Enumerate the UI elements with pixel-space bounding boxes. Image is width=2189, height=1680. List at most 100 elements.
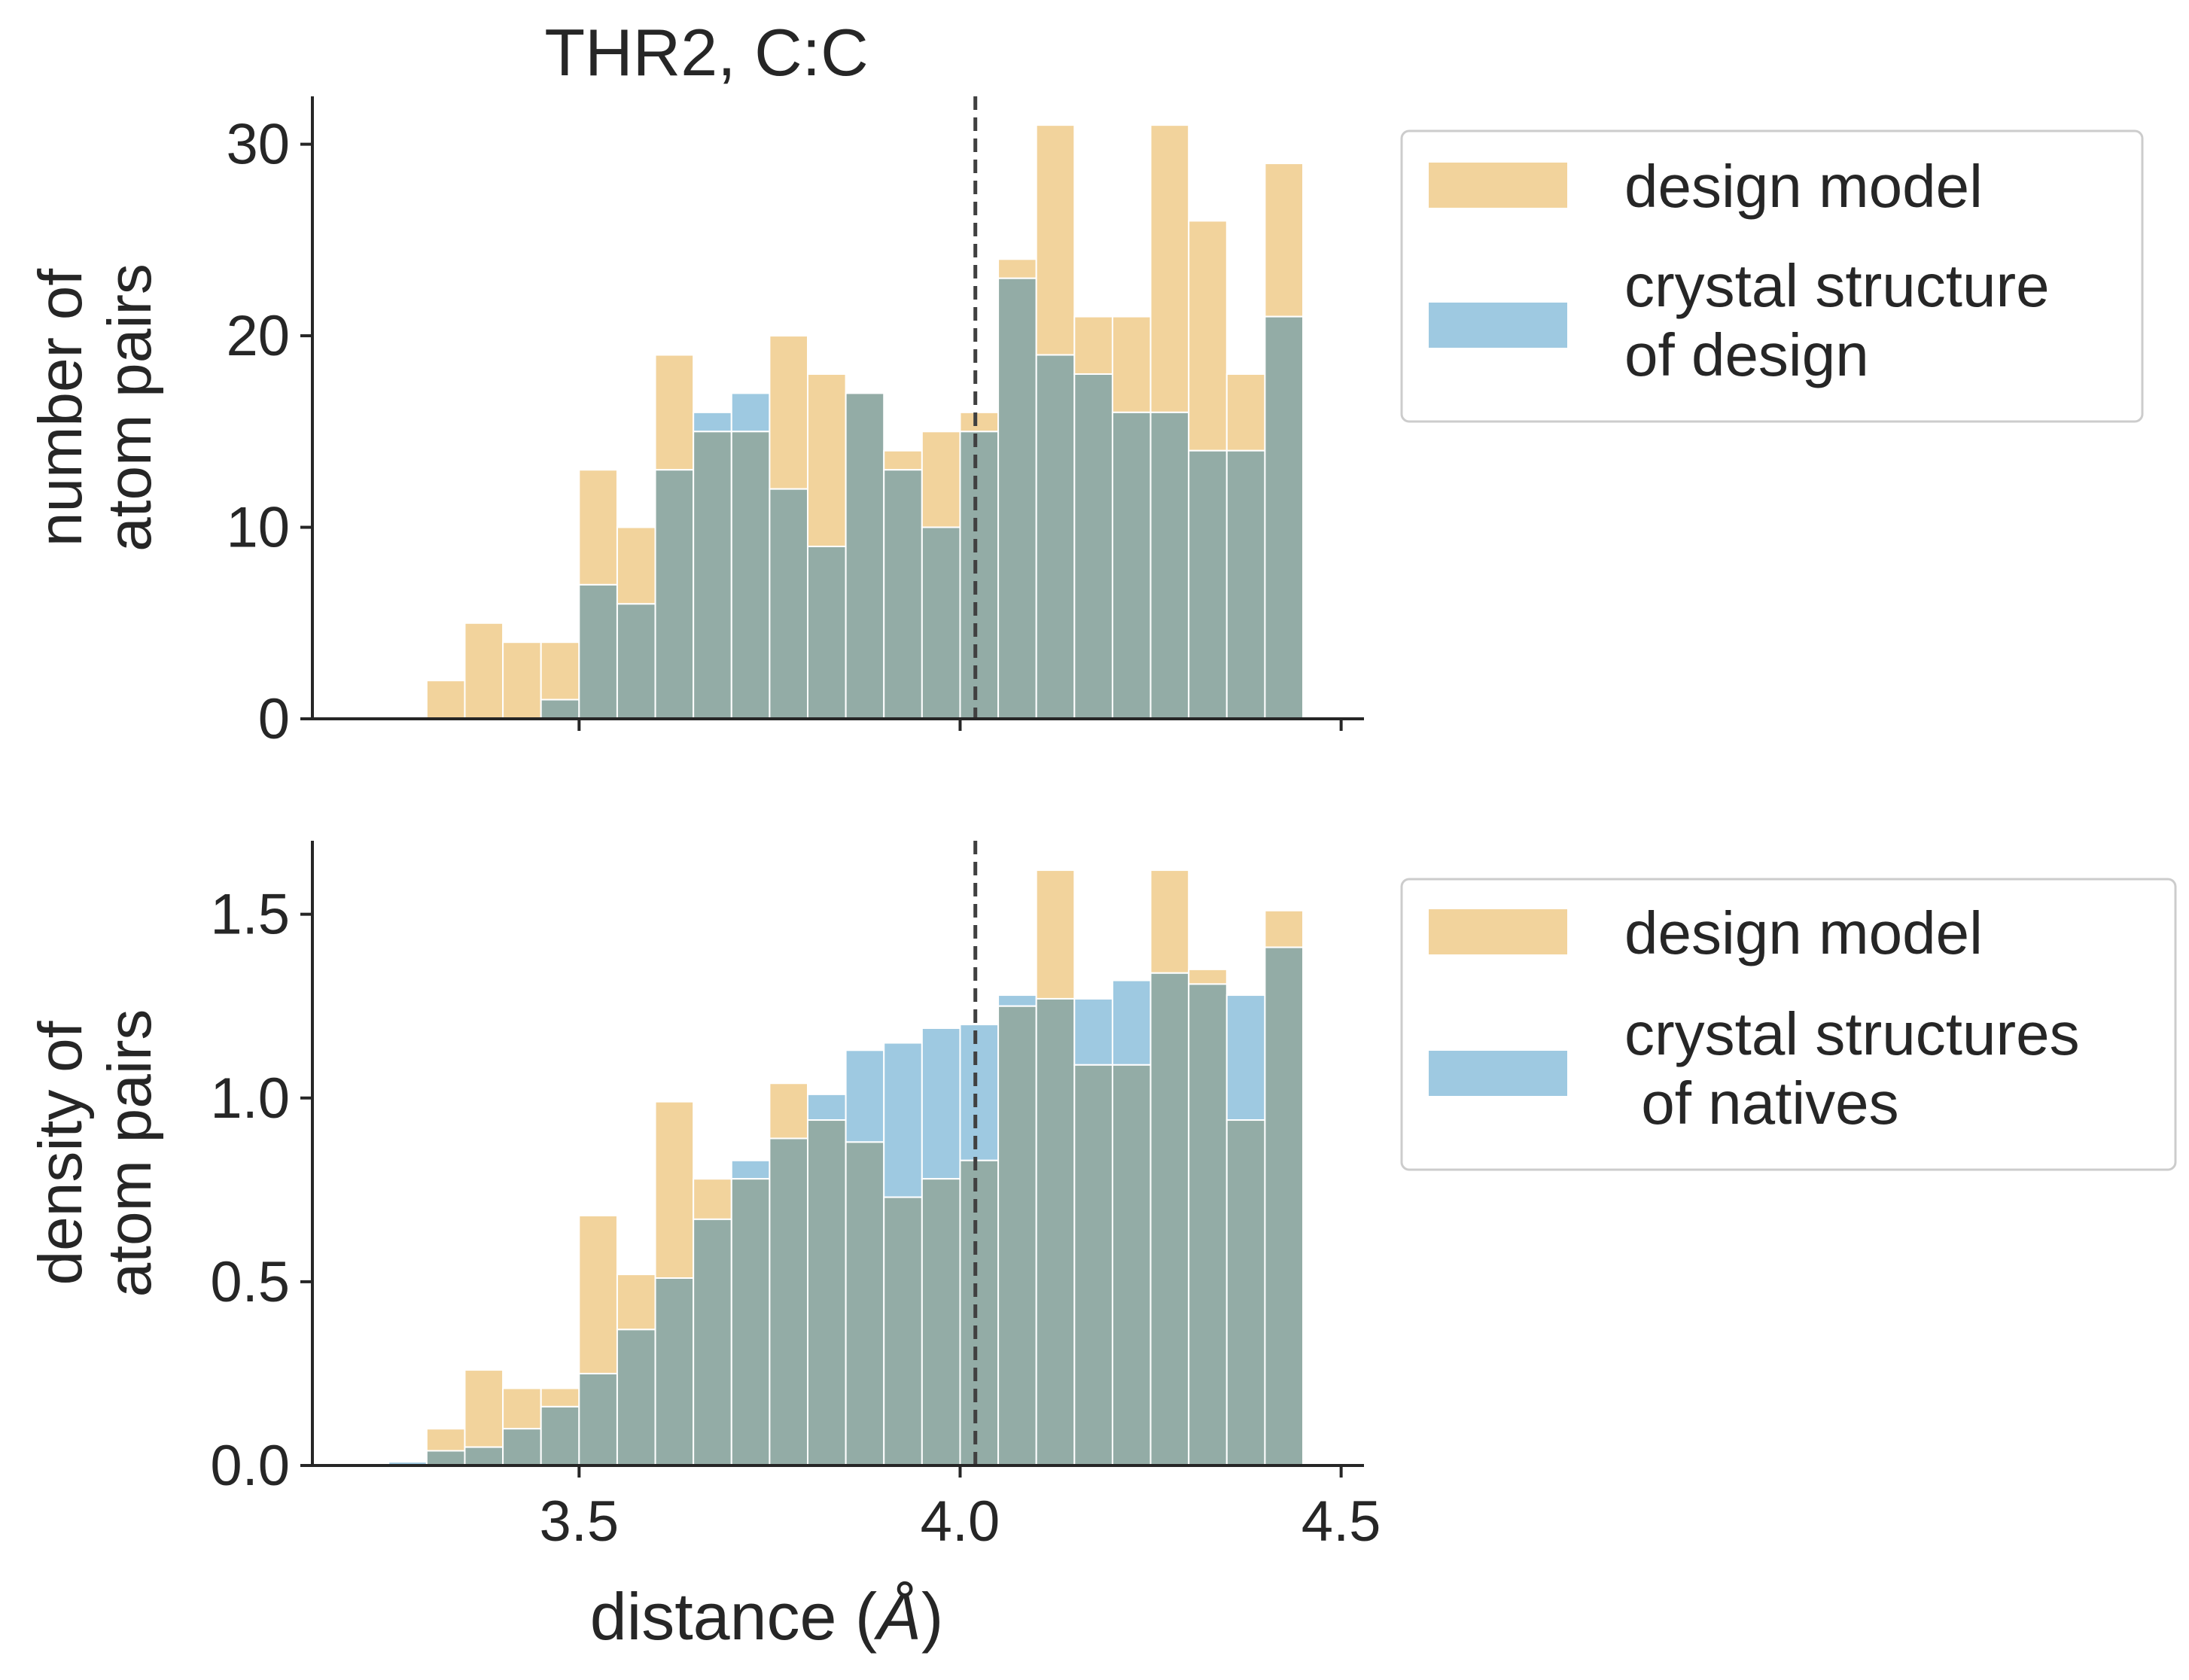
legend-swatch-design	[1429, 909, 1567, 954]
bar-overlap-23	[1225, 1119, 1266, 1466]
bar-overlap-22	[1188, 449, 1228, 720]
bar-crystal-16	[959, 1024, 1000, 1161]
bar-crystal-9	[693, 411, 732, 433]
bar-design-2	[425, 1428, 466, 1452]
x-axis-label-suffix: )	[921, 1579, 943, 1654]
bar-overlap-8	[654, 1277, 695, 1466]
legend-swatch-crystal	[1429, 303, 1567, 348]
bar-crystal-12	[807, 1093, 847, 1122]
bar-overlap-16	[959, 431, 1000, 720]
bar-overlap-13	[845, 392, 885, 720]
legend-box	[1400, 129, 2144, 423]
bar-overlap-9	[693, 1218, 732, 1466]
bar-overlap-17	[997, 1005, 1037, 1467]
panel-2: 0.0 0.5 1.0 1.5 3.5 4.0 4.5 density ofatom pair…	[26, 841, 2177, 1654]
x-tick-label-3: 4.5	[1302, 1490, 1381, 1554]
bar-design-20	[1111, 315, 1152, 413]
legend-box	[1400, 878, 2177, 1171]
bar-crystal-19	[1073, 997, 1113, 1066]
bar-design-18	[1035, 869, 1076, 1000]
legend-swatch-design	[1429, 163, 1567, 208]
y-tick-label-3: 1.0	[210, 1067, 290, 1131]
y-tick-label-4: 1.5	[210, 883, 290, 947]
bar-design-22	[1188, 968, 1228, 985]
bar-design-6	[578, 469, 618, 586]
bar-crystal-15	[921, 1027, 961, 1180]
y-axis-label-line-2: atom pairs	[96, 263, 164, 552]
bar-crystal-17	[997, 994, 1037, 1007]
bar-crystal-13	[845, 1049, 885, 1143]
bar-design-2	[425, 680, 466, 720]
bar-overlap-24	[1264, 946, 1305, 1466]
bar-overlap-3	[464, 1446, 504, 1467]
bar-overlap-7	[616, 1328, 656, 1466]
bar-overlap-6	[578, 583, 618, 720]
bar-overlap-12	[807, 545, 847, 720]
legend-swatch-crystal	[1429, 1051, 1567, 1096]
bar-design-17	[997, 258, 1037, 279]
y-axis-label-line-1: number of	[26, 269, 95, 546]
legend-label-crystal-line-1: crystal structures	[1624, 1000, 2080, 1067]
bar-design-11	[769, 1082, 809, 1140]
bar-design-3	[464, 1369, 504, 1448]
bar-design-5	[540, 641, 580, 701]
bar-design-8	[654, 1100, 695, 1280]
bar-overlap-22	[1188, 983, 1228, 1466]
bar-overlap-14	[883, 1196, 923, 1467]
x-axis-label: distance (Å)	[590, 1579, 944, 1654]
bar-design-8	[654, 354, 695, 471]
bar-overlap-20	[1111, 411, 1152, 720]
x-axis-label-prefix: distance (	[590, 1579, 878, 1654]
bar-overlap-14	[883, 469, 923, 720]
bar-overlap-5	[540, 1405, 580, 1466]
bar-overlap-21	[1149, 972, 1190, 1466]
bar-overlap-10	[730, 431, 771, 720]
bar-design-6	[578, 1215, 618, 1374]
bar-design-24	[1264, 163, 1305, 318]
bar-overlap-2	[425, 1450, 466, 1466]
bar-crystal-14	[883, 1042, 923, 1198]
bar-overlap-20	[1111, 1064, 1152, 1466]
bar-design-12	[807, 373, 847, 547]
bar-design-21	[1149, 869, 1190, 974]
bar-overlap-5	[540, 698, 580, 720]
bar-design-23	[1225, 373, 1266, 452]
bar-overlap-16	[959, 1159, 1000, 1466]
bar-overlap-11	[769, 488, 809, 720]
bar-design-5	[540, 1387, 580, 1408]
bar-design-24	[1264, 909, 1305, 948]
bar-overlap-18	[1035, 354, 1076, 720]
bar-overlap-11	[769, 1137, 809, 1466]
bar-design-14	[883, 449, 923, 471]
bar-crystal-20	[1111, 979, 1152, 1066]
y-axis-label: density ofatom pairs	[26, 1009, 164, 1298]
y-tick-label-1: 0	[258, 687, 290, 751]
bar-design-9	[693, 1178, 732, 1220]
bar-overlap-15	[921, 526, 961, 720]
bar-design-16	[959, 411, 1000, 433]
legend-label-crystal: crystal structures of natives	[1624, 1000, 2080, 1137]
bar-design-4	[502, 641, 542, 720]
y-axis-label-line-2: atom pairs	[96, 1009, 164, 1298]
bar-overlap-9	[693, 431, 732, 720]
legend-label-design: design model	[1624, 899, 1983, 966]
bar-overlap-19	[1073, 373, 1113, 720]
bar-design-7	[616, 526, 656, 605]
bar-design-15	[921, 431, 961, 528]
bar-design-11	[769, 335, 809, 490]
x-tick-label-1: 3.5	[539, 1490, 619, 1554]
y-tick-label-4: 30	[226, 113, 290, 177]
legend-label-crystal-line-2: of design	[1624, 321, 1869, 388]
legend-2: design model crystal structures of native…	[1400, 878, 2177, 1171]
bar-design-21	[1149, 124, 1190, 413]
bar-overlap-10	[730, 1178, 771, 1467]
bar-overlap-12	[807, 1119, 847, 1466]
bar-design-18	[1035, 124, 1076, 356]
y-axis-label: number ofatom pairs	[26, 263, 164, 552]
x-tick-label-2: 4.0	[921, 1490, 1000, 1554]
y-tick-label-3: 20	[226, 304, 290, 368]
bar-overlap-15	[921, 1178, 961, 1467]
bar-overlap-13	[845, 1141, 885, 1466]
